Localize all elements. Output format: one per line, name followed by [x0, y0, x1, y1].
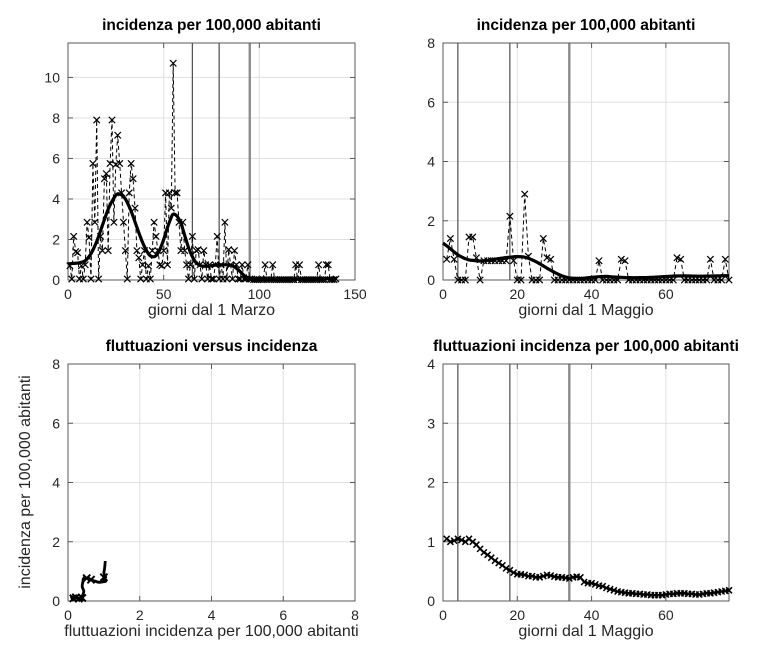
- svg-text:0: 0: [427, 272, 435, 288]
- svg-text:60: 60: [658, 607, 674, 623]
- svg-text:2: 2: [52, 534, 60, 550]
- title-incidence-march: incidenza per 100,000 abitanti: [102, 17, 321, 34]
- svg-text:8: 8: [52, 110, 60, 126]
- plot-incidence-may: 0 20 40 60 0 2 4 6 8: [427, 35, 733, 302]
- svg-text:0: 0: [64, 607, 72, 623]
- xlabel-fluctuations-vs-incidence: fluttuazioni incidenza per 100,000 abita…: [64, 623, 359, 640]
- svg-text:0: 0: [52, 272, 60, 288]
- svg-text:20: 20: [509, 286, 525, 302]
- svg-text:2: 2: [136, 607, 144, 623]
- svg-text:2: 2: [427, 475, 435, 491]
- svg-text:4: 4: [427, 356, 435, 372]
- svg-text:150: 150: [343, 286, 367, 302]
- plot-incidence-march: 0 50 100 150 0 2 4 6 8 10: [44, 42, 367, 302]
- svg-text:1: 1: [427, 534, 435, 550]
- svg-text:0: 0: [439, 286, 447, 302]
- ylabel-fluctuations-vs-incidence: incidenza per 100,000 abitanti: [17, 375, 34, 589]
- svg-text:4: 4: [52, 191, 60, 207]
- svg-text:6: 6: [52, 415, 60, 431]
- svg-text:0: 0: [439, 607, 447, 623]
- svg-text:4: 4: [427, 154, 435, 170]
- svg-text:60: 60: [658, 286, 674, 302]
- svg-text:6: 6: [52, 150, 60, 166]
- xlabel-fluctuations-may: giorni dal 1 Maggio: [518, 623, 654, 640]
- svg-text:20: 20: [509, 607, 525, 623]
- svg-text:8: 8: [52, 356, 60, 372]
- title-fluctuations-vs-incidence: fluttuazioni versus incidenza: [105, 338, 318, 355]
- svg-text:2: 2: [427, 213, 435, 229]
- svg-text:0: 0: [427, 593, 435, 609]
- svg-text:8: 8: [427, 35, 435, 51]
- svg-text:6: 6: [279, 607, 287, 623]
- svg-text:100: 100: [248, 286, 272, 302]
- plot-fluctuations-vs-incidence: 0 2 4 6 8 0 2 4 6 8: [52, 356, 359, 623]
- svg-text:40: 40: [584, 286, 600, 302]
- svg-text:8: 8: [351, 607, 359, 623]
- plot-fluctuations-may: 0 20 40 60 0 1 2 3 4: [427, 356, 733, 623]
- svg-text:40: 40: [584, 607, 600, 623]
- svg-text:0: 0: [64, 286, 72, 302]
- svg-text:6: 6: [427, 94, 435, 110]
- svg-text:50: 50: [156, 286, 172, 302]
- svg-text:0: 0: [52, 593, 60, 609]
- title-fluctuations-may: fluttuazioni incidenza per 100,000 abita…: [433, 338, 739, 355]
- title-incidence-may: incidenza per 100,000 abitanti: [476, 17, 696, 34]
- svg-text:2: 2: [52, 231, 60, 247]
- svg-text:4: 4: [208, 607, 216, 623]
- svg-text:10: 10: [44, 69, 60, 85]
- svg-text:4: 4: [52, 475, 60, 491]
- xlabel-incidence-march: giorni dal 1 Marzo: [147, 302, 276, 319]
- svg-text:3: 3: [427, 415, 435, 431]
- xlabel-incidence-may: giorni dal 1 Maggio: [518, 302, 654, 319]
